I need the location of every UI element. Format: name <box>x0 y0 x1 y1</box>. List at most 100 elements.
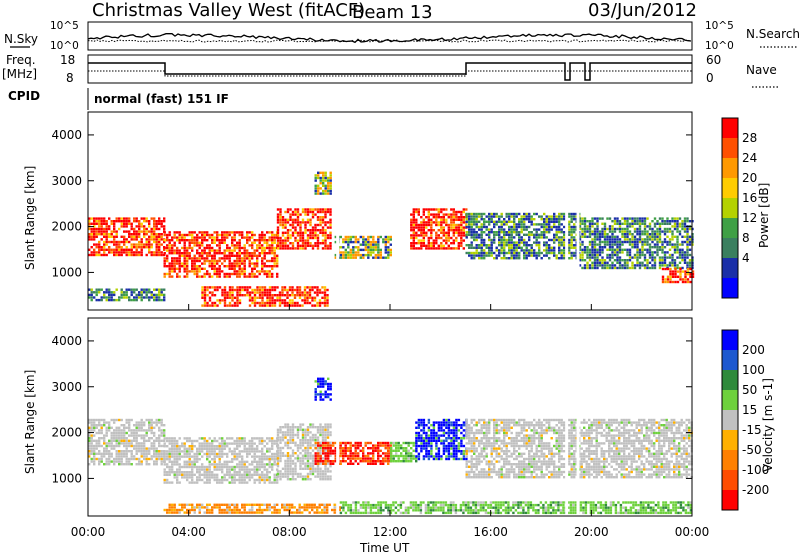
range-cell <box>676 264 679 267</box>
range-cell <box>686 235 689 238</box>
range-cell <box>548 249 551 252</box>
range-cell <box>299 229 302 232</box>
range-cell <box>334 447 337 450</box>
range-cell <box>286 462 290 465</box>
range-cell <box>480 241 483 244</box>
range-cell <box>291 459 295 463</box>
range-cell <box>678 222 682 225</box>
range-cell <box>218 458 221 461</box>
range-cell <box>186 478 189 482</box>
range-cell <box>294 231 297 234</box>
power-ylabel: Slant Range [km] <box>23 166 37 270</box>
range-cell <box>422 223 425 227</box>
range-cell <box>412 244 415 247</box>
range-cell <box>238 254 241 257</box>
range-cell <box>253 450 256 453</box>
range-cell <box>286 296 289 299</box>
range-cell <box>88 429 91 432</box>
range-cell <box>203 236 206 239</box>
range-cell <box>216 299 219 302</box>
range-cell <box>261 452 264 456</box>
range-cell <box>261 458 264 461</box>
range-cell <box>253 262 256 265</box>
range-cell <box>317 189 320 193</box>
range-cell <box>613 264 617 267</box>
range-cell <box>93 296 96 299</box>
range-cell <box>460 221 463 224</box>
range-cell <box>583 222 587 225</box>
range-cell <box>268 272 271 276</box>
range-cell <box>148 437 151 440</box>
range-cell <box>211 236 214 239</box>
range-cell <box>198 275 201 278</box>
range-cell <box>525 215 528 218</box>
range-cell <box>171 265 174 268</box>
range-cell <box>470 246 473 249</box>
range-cell <box>158 439 161 442</box>
range-cell <box>263 291 267 294</box>
range-cell <box>412 226 415 229</box>
range-cell <box>293 296 297 299</box>
range-cell <box>163 246 166 250</box>
range-cell <box>155 296 158 299</box>
range-cell <box>611 251 614 254</box>
range-cell <box>213 272 216 276</box>
range-cell <box>410 218 413 221</box>
range-cell <box>339 441 342 445</box>
range-cell <box>309 231 312 234</box>
range-cell <box>326 288 329 292</box>
range-cell <box>291 462 295 465</box>
range-cell <box>201 450 204 453</box>
range-cell <box>545 228 548 231</box>
range-cell <box>163 225 166 228</box>
range-cell <box>88 288 91 291</box>
range-cell <box>206 254 209 257</box>
range-cell <box>452 247 455 250</box>
range-cell <box>306 244 310 247</box>
range-cell <box>105 296 108 299</box>
range-cell <box>420 221 423 224</box>
range-cell <box>208 450 211 453</box>
range-cell <box>498 236 501 239</box>
range-cell <box>268 244 271 247</box>
range-cell <box>314 388 317 391</box>
range-cell <box>186 473 189 476</box>
range-cell <box>281 299 284 302</box>
range-cell <box>309 221 312 224</box>
range-cell <box>480 244 483 247</box>
range-cell <box>188 437 191 440</box>
range-cell <box>603 266 607 270</box>
range-cell <box>518 231 521 234</box>
range-cell <box>626 253 629 257</box>
range-cell <box>266 471 269 474</box>
range-cell <box>296 301 299 305</box>
range-cell <box>223 476 226 479</box>
range-cell <box>226 445 229 448</box>
range-cell <box>445 242 448 245</box>
range-cell <box>427 208 430 211</box>
range-cell <box>248 452 251 456</box>
range-cell <box>138 463 141 466</box>
range-cell <box>362 454 365 458</box>
range-cell <box>656 243 659 246</box>
range-cell <box>490 228 493 231</box>
range-cell <box>138 227 141 231</box>
range-cell <box>611 225 614 228</box>
range-cell <box>273 301 277 305</box>
range-cell <box>253 468 256 471</box>
range-cell <box>226 304 229 307</box>
range-cell <box>135 426 138 429</box>
range-cell <box>281 446 285 450</box>
range-cell <box>306 475 310 478</box>
range-cell <box>306 444 310 447</box>
range-cell <box>367 452 370 455</box>
range-cell <box>263 445 266 448</box>
range-cell <box>166 246 169 250</box>
range-cell <box>191 460 194 463</box>
range-cell <box>538 251 541 255</box>
range-cell <box>314 234 317 237</box>
range-cell <box>208 455 211 458</box>
range-cell <box>457 229 460 232</box>
range-cell <box>216 275 219 278</box>
range-cell <box>555 233 558 236</box>
